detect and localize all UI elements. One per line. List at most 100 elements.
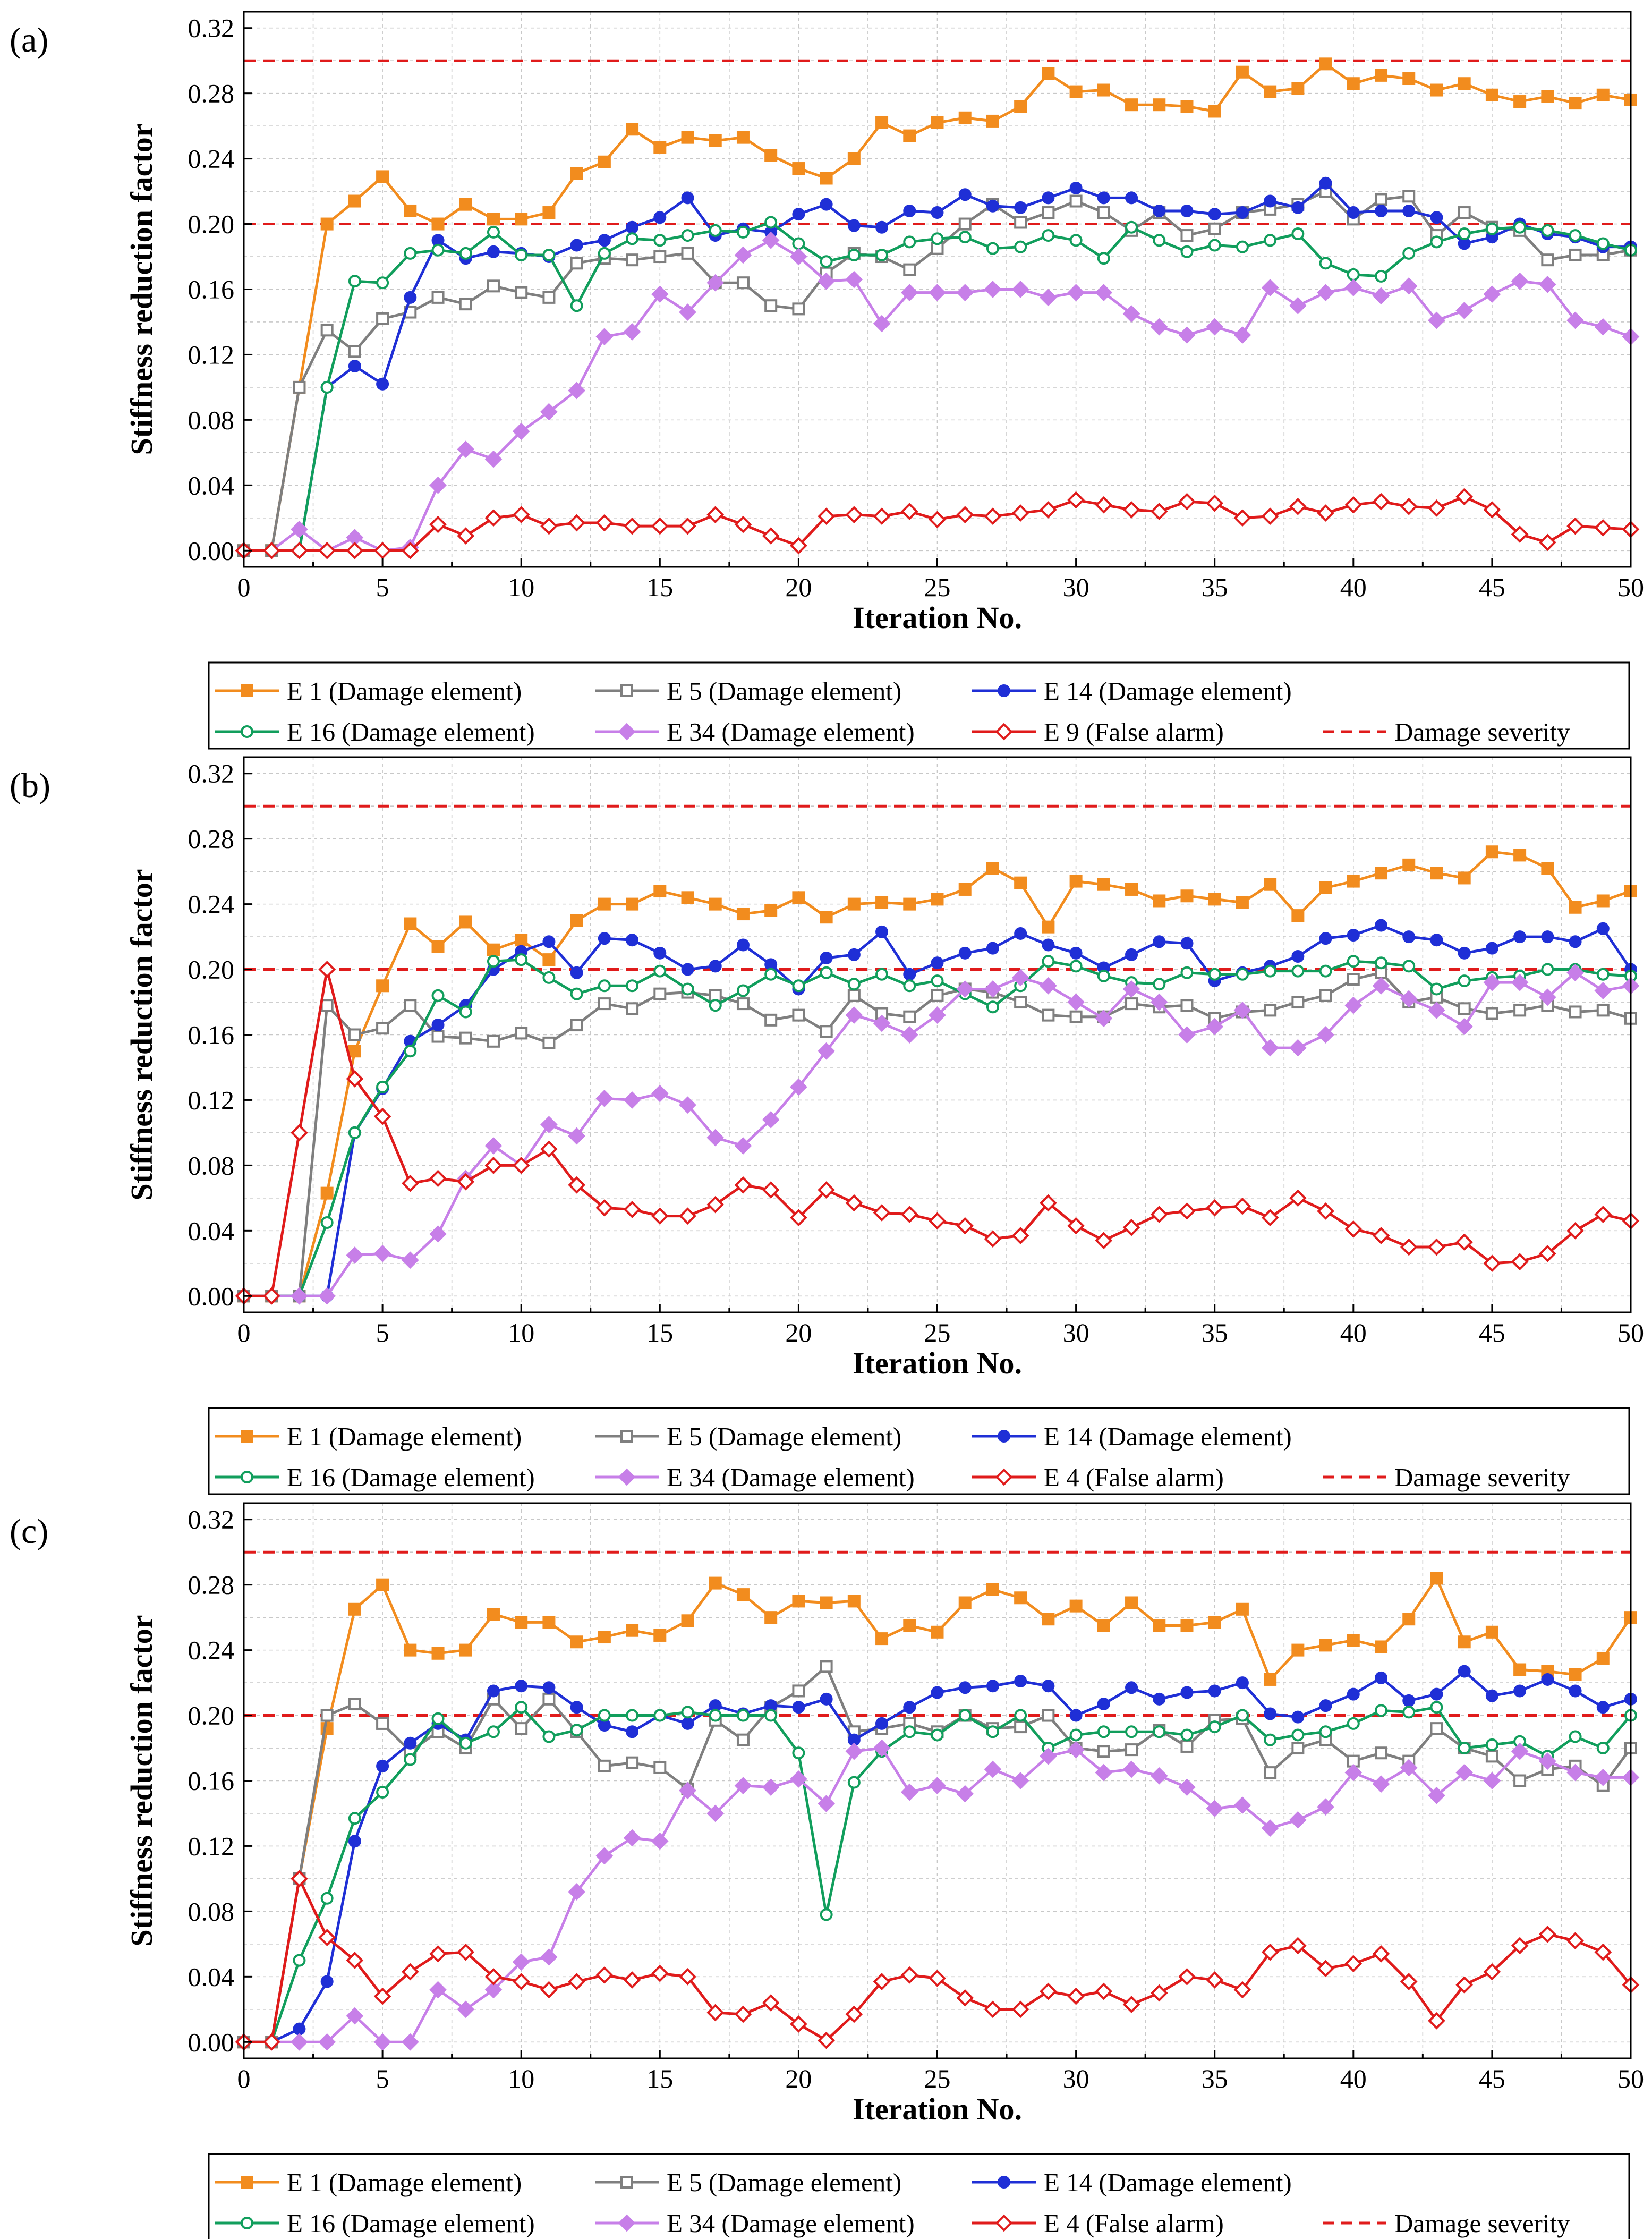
data-point xyxy=(929,1777,946,1795)
data-point xyxy=(1233,1981,1251,1999)
data-point xyxy=(570,966,583,979)
legend-box xyxy=(208,1407,1630,1495)
data-point xyxy=(1178,493,1196,511)
data-point xyxy=(404,917,417,930)
data-point xyxy=(1150,1206,1168,1223)
x-tick-label: 0 xyxy=(237,1318,251,1347)
data-point xyxy=(1122,305,1140,323)
data-point xyxy=(1569,935,1582,948)
data-point xyxy=(1289,1189,1307,1207)
y-tick-label: 0.00 xyxy=(188,536,235,565)
data-point xyxy=(873,1014,891,1032)
data-point xyxy=(1458,227,1471,240)
x-tick-label: 50 xyxy=(1617,1318,1644,1347)
data-point xyxy=(1206,318,1224,336)
data-point xyxy=(1069,1010,1083,1023)
legend-label: E 14 (Damage element) xyxy=(1044,1422,1292,1451)
data-point xyxy=(1402,1694,1416,1707)
legend-label: E 34 (Damage element) xyxy=(667,2209,915,2238)
data-point xyxy=(1375,204,1388,217)
data-point xyxy=(1291,1742,1305,1755)
data-point xyxy=(1541,253,1554,267)
data-point xyxy=(1069,875,1083,888)
legend-label: E 16 (Damage element) xyxy=(287,2209,535,2238)
data-point xyxy=(986,114,999,128)
data-point xyxy=(404,1753,417,1766)
data-point xyxy=(1541,930,1554,944)
data-point xyxy=(875,968,889,981)
data-point xyxy=(1180,100,1194,113)
data-point xyxy=(457,2000,475,2019)
data-point xyxy=(1539,1926,1556,1943)
data-point xyxy=(376,1022,389,1035)
data-point xyxy=(1485,845,1498,859)
data-point xyxy=(956,506,974,523)
data-point xyxy=(348,194,361,208)
data-point xyxy=(568,1127,585,1145)
data-point xyxy=(1347,973,1360,986)
data-point xyxy=(1014,927,1027,940)
legend-label: E 9 (False alarm) xyxy=(1044,717,1224,747)
series-5 xyxy=(235,1739,1640,2051)
y-axis-title: Stiffness reduction factor xyxy=(124,1615,159,1947)
data-point xyxy=(1042,955,1055,968)
data-point xyxy=(1594,1943,1612,1961)
data-point xyxy=(709,134,722,147)
data-point xyxy=(873,315,891,333)
data-point xyxy=(429,515,447,533)
data-point xyxy=(568,514,585,532)
data-point xyxy=(1566,311,1584,329)
data-point xyxy=(653,1709,667,1722)
data-point xyxy=(1097,969,1110,982)
data-point xyxy=(736,938,750,952)
data-point xyxy=(542,206,556,219)
data-point xyxy=(709,1576,722,1590)
data-point xyxy=(431,217,445,231)
data-point xyxy=(457,1173,475,1191)
data-point xyxy=(1097,878,1110,891)
data-point xyxy=(736,276,750,290)
y-tick-label: 0.20 xyxy=(188,955,235,985)
data-point xyxy=(1069,960,1083,973)
data-point xyxy=(376,312,389,325)
data-point xyxy=(1178,1967,1196,1986)
data-point xyxy=(429,1981,447,1999)
data-point xyxy=(1264,1673,1277,1686)
data-point xyxy=(457,440,475,459)
data-point xyxy=(1596,894,1610,908)
data-point xyxy=(1483,1254,1501,1273)
data-point xyxy=(1289,1039,1307,1057)
data-point xyxy=(790,2015,807,2033)
data-point xyxy=(1596,1651,1610,1665)
legend-entry: Damage severity xyxy=(1323,717,1570,747)
data-point xyxy=(429,476,447,494)
data-point xyxy=(845,1742,863,1760)
data-point xyxy=(1485,1750,1498,1763)
data-point xyxy=(318,2033,336,2051)
data-point xyxy=(1125,1681,1138,1694)
data-point xyxy=(792,1595,805,1608)
x-tick-label: 25 xyxy=(924,1318,951,1347)
data-point xyxy=(958,188,972,201)
data-point xyxy=(1042,938,1055,952)
data-point xyxy=(1233,1197,1251,1215)
data-point xyxy=(318,1287,336,1305)
y-tick-label: 0.32 xyxy=(188,13,235,43)
data-point xyxy=(570,1701,583,1714)
panel-label: (a) xyxy=(10,21,48,60)
data-point xyxy=(1042,229,1055,242)
data-point xyxy=(318,961,336,978)
data-point xyxy=(1264,1004,1277,1017)
x-tick-label: 45 xyxy=(1479,1318,1505,1347)
data-point xyxy=(1069,85,1083,98)
data-point xyxy=(1569,901,1582,914)
data-point xyxy=(1375,867,1388,880)
data-point xyxy=(595,328,614,345)
data-point xyxy=(1291,909,1305,922)
data-point xyxy=(1569,1730,1582,1743)
data-point xyxy=(1289,1811,1307,1829)
data-point xyxy=(1317,1026,1334,1044)
data-point xyxy=(1455,1763,1474,1782)
data-point xyxy=(431,291,445,304)
data-point xyxy=(1539,533,1556,552)
